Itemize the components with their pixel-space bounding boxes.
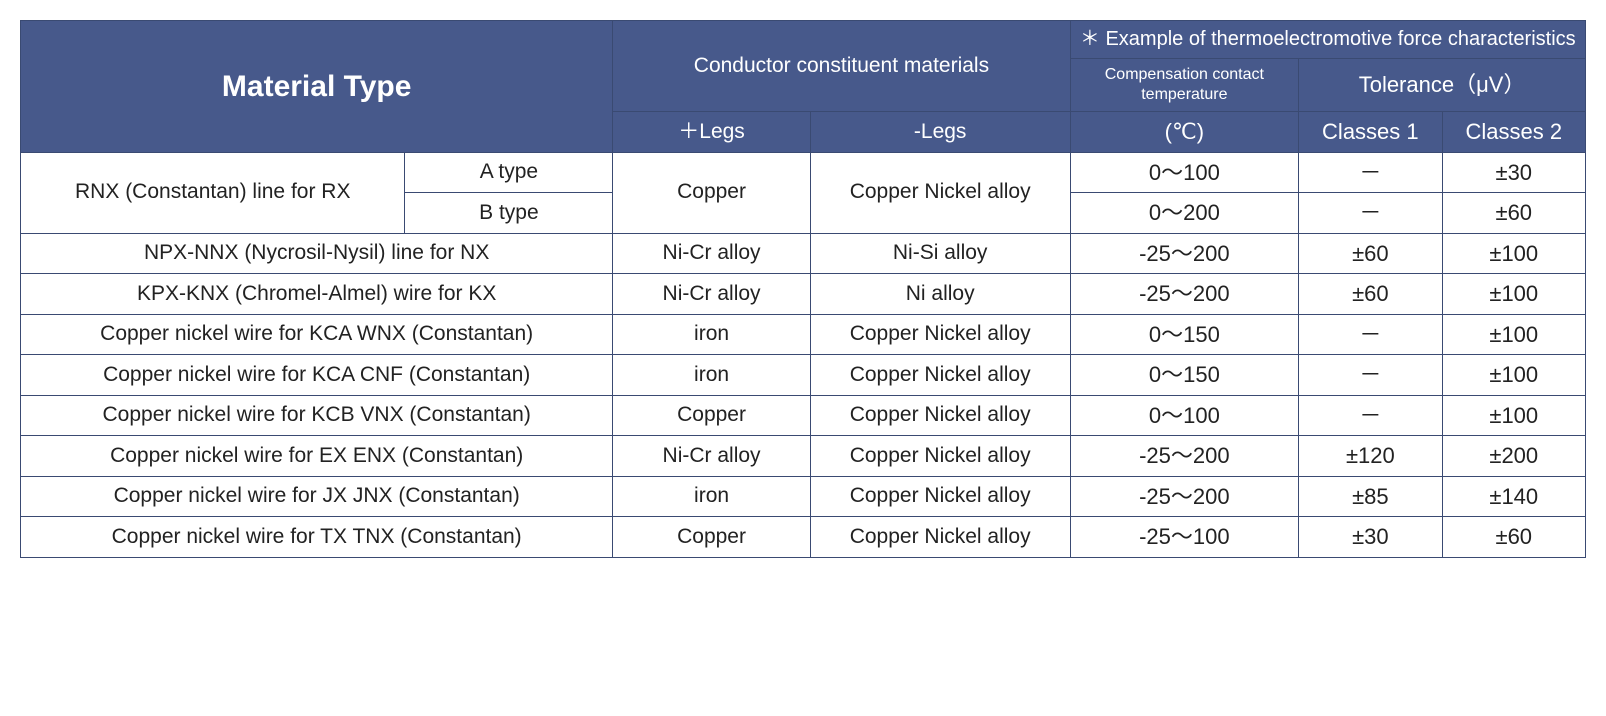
cell-temperature: 0～150 xyxy=(1070,355,1299,396)
header-example-note: ＊ Example of thermoelectromotive force c… xyxy=(1070,21,1585,59)
cell-minus-legs: Copper Nickel alloy xyxy=(810,436,1070,477)
table-row: Copper nickel wire for JX JNX (Constanta… xyxy=(21,476,1586,517)
cell-material: Copper nickel wire for JX JNX (Constanta… xyxy=(21,476,613,517)
cell-temperature: -25～100 xyxy=(1070,517,1299,558)
cell-class1: － xyxy=(1299,152,1442,193)
table-row: Copper nickel wire for KCA WNX (Constant… xyxy=(21,314,1586,355)
table-body: RNX (Constantan) line for RXA typeCopper… xyxy=(21,152,1586,557)
table-row: Copper nickel wire for KCA CNF (Constant… xyxy=(21,355,1586,396)
cell-plus-legs: Copper xyxy=(613,152,810,233)
cell-class1: － xyxy=(1299,314,1442,355)
table-row: RNX (Constantan) line for RXA typeCopper… xyxy=(21,152,1586,193)
cell-material: NPX-NNX (Nycrosil-Nysil) line for NX xyxy=(21,233,613,274)
cell-class2: ±100 xyxy=(1442,395,1585,436)
header-material-type: Material Type xyxy=(21,21,613,153)
header-plus-legs: ＋Legs xyxy=(613,112,810,153)
cell-plus-legs: Copper xyxy=(613,517,810,558)
cell-class1: ±120 xyxy=(1299,436,1442,477)
cell-material: Copper nickel wire for KCA CNF (Constant… xyxy=(21,355,613,396)
cell-plus-legs: iron xyxy=(613,476,810,517)
cell-minus-legs: Ni alloy xyxy=(810,274,1070,315)
cell-material: RNX (Constantan) line for RX xyxy=(21,152,405,233)
header-minus-legs: -Legs xyxy=(810,112,1070,153)
cell-class2: ±100 xyxy=(1442,274,1585,315)
cell-temperature: -25～200 xyxy=(1070,233,1299,274)
cell-class2: ±100 xyxy=(1442,355,1585,396)
cell-material: Copper nickel wire for KCA WNX (Constant… xyxy=(21,314,613,355)
cell-subtype: B type xyxy=(405,193,613,234)
cell-temperature: -25～200 xyxy=(1070,274,1299,315)
cell-class2: ±200 xyxy=(1442,436,1585,477)
cell-plus-legs: Ni-Cr alloy xyxy=(613,233,810,274)
cell-minus-legs: Copper Nickel alloy xyxy=(810,395,1070,436)
header-temp-unit: (℃) xyxy=(1070,112,1299,153)
cell-plus-legs: Ni-Cr alloy xyxy=(613,274,810,315)
cell-minus-legs: Ni-Si alloy xyxy=(810,233,1070,274)
cell-subtype: A type xyxy=(405,152,613,193)
cell-minus-legs: Copper Nickel alloy xyxy=(810,476,1070,517)
table-row: NPX-NNX (Nycrosil-Nysil) line for NXNi-C… xyxy=(21,233,1586,274)
cell-class1: － xyxy=(1299,355,1442,396)
cell-plus-legs: Copper xyxy=(613,395,810,436)
table-header: Material Type Conductor constituent mate… xyxy=(21,21,1586,153)
table-row: Copper nickel wire for EX ENX (Constanta… xyxy=(21,436,1586,477)
cell-minus-legs: Copper Nickel alloy xyxy=(810,517,1070,558)
cell-class2: ±30 xyxy=(1442,152,1585,193)
cell-temperature: -25～200 xyxy=(1070,476,1299,517)
header-conductor-materials: Conductor constituent materials xyxy=(613,21,1070,112)
cell-temperature: 0～100 xyxy=(1070,152,1299,193)
cell-material: Copper nickel wire for EX ENX (Constanta… xyxy=(21,436,613,477)
cell-temperature: 0～100 xyxy=(1070,395,1299,436)
cell-material: KPX-KNX (Chromel-Almel) wire for KX xyxy=(21,274,613,315)
header-tolerance: Tolerance（μV） xyxy=(1299,59,1586,112)
cell-class1: ±85 xyxy=(1299,476,1442,517)
cell-class1: ±60 xyxy=(1299,233,1442,274)
cell-material: Copper nickel wire for TX TNX (Constanta… xyxy=(21,517,613,558)
cell-class1: － xyxy=(1299,193,1442,234)
header-compensation-contact-temp: Compensation contact temperature xyxy=(1070,59,1299,112)
cell-minus-legs: Copper Nickel alloy xyxy=(810,355,1070,396)
cell-minus-legs: Copper Nickel alloy xyxy=(810,152,1070,233)
cell-plus-legs: Ni-Cr alloy xyxy=(613,436,810,477)
cell-plus-legs: iron xyxy=(613,314,810,355)
cell-plus-legs: iron xyxy=(613,355,810,396)
cell-class2: ±140 xyxy=(1442,476,1585,517)
cell-class1: ±60 xyxy=(1299,274,1442,315)
cell-minus-legs: Copper Nickel alloy xyxy=(810,314,1070,355)
cell-class2: ±100 xyxy=(1442,233,1585,274)
cell-class1: ±30 xyxy=(1299,517,1442,558)
cell-temperature: 0～200 xyxy=(1070,193,1299,234)
cell-class1: － xyxy=(1299,395,1442,436)
table-row: Copper nickel wire for TX TNX (Constanta… xyxy=(21,517,1586,558)
cell-class2: ±100 xyxy=(1442,314,1585,355)
header-classes2: Classes 2 xyxy=(1442,112,1585,153)
cell-temperature: 0～150 xyxy=(1070,314,1299,355)
cell-class2: ±60 xyxy=(1442,193,1585,234)
table-row: KPX-KNX (Chromel-Almel) wire for KXNi-Cr… xyxy=(21,274,1586,315)
thermocouple-table: Material Type Conductor constituent mate… xyxy=(20,20,1586,558)
cell-material: Copper nickel wire for KCB VNX (Constant… xyxy=(21,395,613,436)
cell-class2: ±60 xyxy=(1442,517,1585,558)
header-classes1: Classes 1 xyxy=(1299,112,1442,153)
cell-temperature: -25～200 xyxy=(1070,436,1299,477)
table-row: Copper nickel wire for KCB VNX (Constant… xyxy=(21,395,1586,436)
